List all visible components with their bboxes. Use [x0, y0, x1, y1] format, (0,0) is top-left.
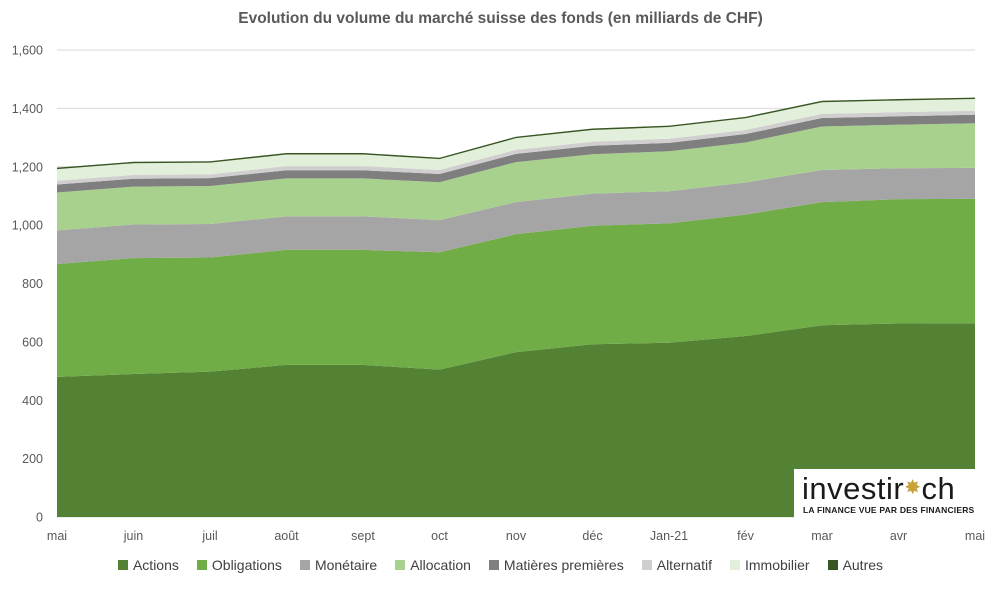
- x-axis-tick-labels: mai juin juil août sept oct nov déc Jan-21 fév mar…: [47, 529, 985, 543]
- legend-swatch: [196, 560, 207, 570]
- y-tick-label: 1,200: [12, 160, 43, 174]
- x-tick-label: avr: [890, 529, 907, 543]
- y-tick-label: 800: [22, 277, 43, 291]
- star-icon: ✸: [904, 477, 922, 499]
- legend-swatch: [299, 560, 310, 570]
- x-tick-label: fév: [737, 529, 754, 543]
- legend-label: Matières premières: [503, 557, 624, 573]
- x-tick-label: juin: [123, 529, 144, 543]
- legend-item: Autres: [827, 557, 884, 573]
- area-alternatif: [57, 110, 975, 185]
- legend-label: Monétaire: [314, 557, 378, 573]
- y-tick-label: 200: [22, 452, 43, 466]
- legend-item: Allocation: [395, 557, 471, 573]
- logo-word-end: ch: [921, 471, 956, 506]
- y-tick-label: 400: [22, 394, 43, 408]
- chart-title: Evolution du volume du marché suisse des…: [238, 10, 763, 27]
- area-actions: [57, 323, 975, 517]
- area-allocation: [57, 123, 975, 231]
- x-tick-label: août: [274, 529, 299, 543]
- y-tick-label: 600: [22, 335, 43, 349]
- legend-swatch: [395, 560, 406, 570]
- logo-tagline: LA FINANCE VUE PAR DES FINANCIERS: [803, 505, 975, 515]
- x-tick-label: déc: [582, 529, 602, 543]
- legend-label: Alternatif: [656, 557, 712, 573]
- y-tick-label: 1,000: [12, 219, 43, 233]
- chart-legend: Actions Obligations Monétaire Allocation Mat…: [0, 557, 1001, 573]
- logo-word-start: investir: [802, 471, 905, 506]
- x-tick-label: juil: [201, 529, 217, 543]
- legend-item: Monétaire: [299, 557, 378, 573]
- legend-swatch: [827, 560, 838, 570]
- legend-label: Autres: [842, 557, 884, 573]
- area-autres: [57, 97, 975, 170]
- y-tick-label: 0: [36, 511, 43, 525]
- y-axis-tick-labels: 0 200 400 600 800 1,000 1,200 1,400 1,600: [12, 44, 43, 525]
- legend-swatch: [117, 560, 128, 570]
- legend-label: Allocation: [410, 557, 471, 573]
- area-mon-taire: [57, 167, 975, 264]
- x-tick-label: nov: [506, 529, 527, 543]
- legend-swatch: [641, 560, 652, 570]
- area-series: [57, 97, 975, 517]
- x-tick-label: Jan-21: [650, 529, 688, 543]
- y-tick-label: 1,400: [12, 102, 43, 116]
- legend-swatch: [729, 560, 740, 570]
- legend-item: Alternatif: [641, 557, 712, 573]
- legend-label: Immobilier: [744, 557, 810, 573]
- legend-item: Obligations: [196, 557, 282, 573]
- investir-logo: investir✸ch LA FINANCE VUE PAR DES FINAN…: [794, 469, 976, 519]
- legend-label: Obligations: [211, 557, 282, 573]
- y-tick-label: 1,600: [12, 44, 43, 58]
- legend-item: Immobilier: [729, 557, 810, 573]
- legend-item: Actions: [117, 557, 179, 573]
- x-tick-label: mar: [811, 529, 833, 543]
- legend-swatch: [488, 560, 499, 570]
- legend-item: Matières premières: [488, 557, 624, 573]
- legend-label: Actions: [132, 557, 179, 573]
- x-tick-label: mai: [47, 529, 67, 543]
- logo-wordmark: investir✸ch: [802, 471, 955, 507]
- area-immobilier: [57, 99, 975, 181]
- x-tick-label: mai: [965, 529, 985, 543]
- x-tick-label: sept: [351, 529, 375, 543]
- x-tick-label: oct: [431, 529, 448, 543]
- area-mati-res-premi-res: [57, 114, 975, 193]
- area-obligations: [57, 198, 975, 377]
